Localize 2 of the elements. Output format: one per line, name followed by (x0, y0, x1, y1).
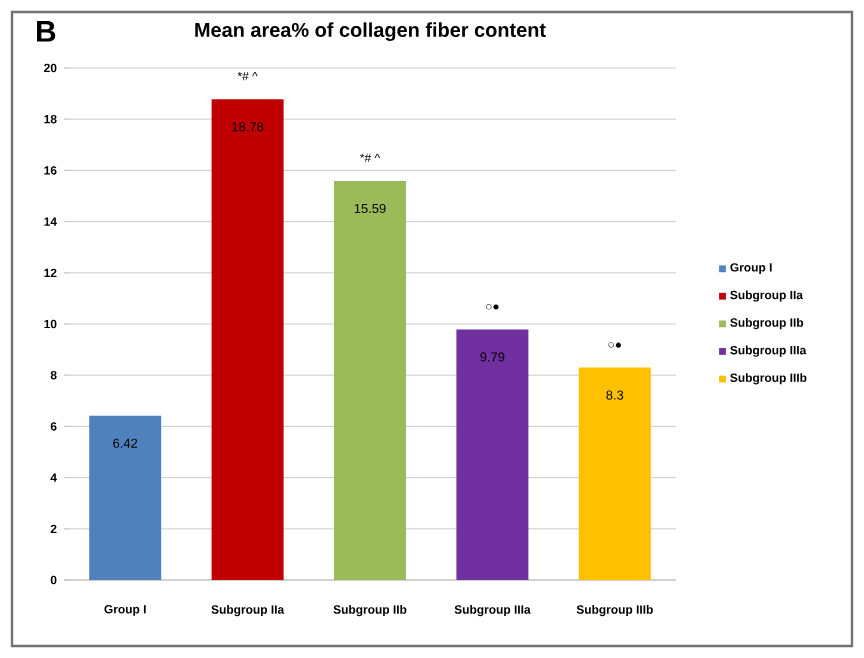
chart-title: Mean area% of collagen fiber content (195, 22, 546, 42)
text: B (37, 21, 56, 42)
